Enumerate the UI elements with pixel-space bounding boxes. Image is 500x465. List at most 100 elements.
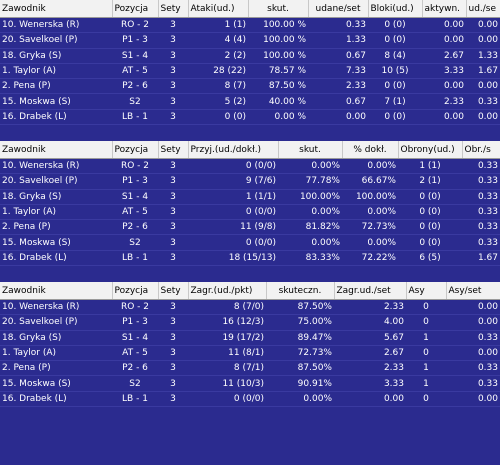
table-cell: 100.00% [342, 189, 398, 205]
table-cell: LB - 1 [112, 250, 158, 267]
table-cell: 0 (0/0) [188, 204, 278, 221]
player-name-cell: 10. Wenerska (R) [0, 17, 112, 34]
table-cell: 0 (0) [398, 234, 462, 251]
player-name-cell: 16. Drabek (L) [0, 109, 112, 126]
col-header[interactable]: Asy/set [446, 282, 500, 300]
table-row[interactable]: 18. Gryka (S) S1 - 4 3 19 (17/2) 89.47% 5.67 1… [0, 330, 500, 346]
table-cell: 2.33 [422, 93, 466, 110]
player-name-cell: 10. Wenerska (R) [0, 158, 112, 175]
table-cell: 0.00 [446, 314, 500, 331]
col-header[interactable]: Zawodnik [0, 282, 113, 300]
col-header[interactable]: ud./se [466, 0, 500, 18]
table-cell: 1 [406, 375, 446, 392]
col-header[interactable]: Sety [158, 282, 189, 300]
col-header[interactable]: Ataki(ud.) [188, 0, 249, 18]
table-cell: 0.33 [446, 375, 500, 392]
table-cell: 0.33 [462, 189, 500, 205]
player-name-cell: 1. Taylor (A) [0, 204, 112, 221]
table-row[interactable]: 1. Taylor (A) AT - 5 3 28 (22) 78.57 % 7.33 10… [0, 63, 500, 80]
table-cell: 0.00% [342, 234, 398, 251]
col-header[interactable]: Sety [158, 141, 189, 159]
table-cell: 19 (17/2) [188, 330, 266, 346]
table-row[interactable]: 16. Drabek (L) LB - 1 3 18 (15/13) 83.33% 72.… [0, 250, 500, 267]
table-cell: 0.00 [466, 78, 500, 95]
table-cell: 5 (2) [188, 93, 248, 110]
table-cell: 0 (0) [398, 219, 462, 236]
col-header[interactable]: aktywn. [422, 0, 467, 18]
col-header[interactable]: udane/set [308, 0, 369, 18]
col-header[interactable]: Pozycja [112, 141, 159, 159]
table-cell: 0.00 % [248, 109, 308, 126]
col-header[interactable]: Pozycja [112, 282, 159, 300]
player-name-cell: 15. Moskwa (S) [0, 375, 112, 392]
col-header[interactable]: Zagr.ud./set [334, 282, 407, 300]
table-cell: 3 [158, 375, 188, 392]
table-cell: 66.67% [342, 173, 398, 190]
table-cell: 3 [158, 330, 188, 346]
col-header[interactable]: Asy [406, 282, 447, 300]
player-name-cell: 10. Wenerska (R) [0, 299, 112, 316]
table-cell: 100.00 % [248, 17, 308, 34]
table-row[interactable]: 15. Moskwa (S) S2 3 11 (10/3) 90.91% 3.33 1 0.3… [0, 375, 500, 392]
table-row[interactable]: 2. Pena (P) P2 - 6 3 11 (9/8) 81.82% 72.73% 0 … [0, 219, 500, 236]
table-cell: 3 [158, 360, 188, 377]
col-header[interactable]: Zawodnik [0, 141, 113, 159]
col-header[interactable]: Bloki(ud.) [368, 0, 423, 18]
table-cell: 0.67 [308, 93, 368, 110]
table-cell: 2.67 [334, 345, 406, 362]
table-cell: 75.00% [266, 314, 334, 331]
table-cell: S2 [112, 234, 158, 251]
table-cell: 2 (2) [188, 48, 248, 64]
col-header[interactable]: Obr./s [462, 141, 500, 159]
col-header[interactable]: skut. [278, 141, 343, 159]
table-cell: 3 [158, 345, 188, 362]
table-cell: S2 [112, 375, 158, 392]
table-cell: 3.33 [422, 63, 466, 80]
table-row[interactable]: 15. Moskwa (S) S2 3 5 (2) 40.00 % 0.67 7 (1) 2.… [0, 93, 500, 110]
col-header[interactable]: skuteczn. [266, 282, 335, 300]
table-row[interactable]: 1. Taylor (A) AT - 5 3 11 (8/1) 72.73% 2.67 0 0… [0, 345, 500, 362]
table-cell: 3 [158, 299, 188, 316]
table-cell: 0.00 [446, 299, 500, 316]
col-header[interactable]: skut. [248, 0, 309, 18]
player-name-cell: 2. Pena (P) [0, 360, 112, 377]
col-header[interactable]: Pozycja [112, 0, 159, 18]
table-cell: 0.00 [446, 345, 500, 362]
table-cell: 0 (0/0) [188, 234, 278, 251]
player-name-cell: 18. Gryka (S) [0, 330, 112, 346]
table-cell: RO - 2 [112, 158, 158, 175]
table-cell: 1.67 [462, 250, 500, 267]
table-cell: 11 (9/8) [188, 219, 278, 236]
table-cell: 0.33 [466, 93, 500, 110]
table-cell: 100.00% [278, 189, 342, 205]
col-header[interactable]: Zawodnik [0, 0, 113, 18]
table-cell: RO - 2 [112, 299, 158, 316]
col-header[interactable]: Przyj.(ud./dokł.) [188, 141, 279, 159]
player-name-cell: 16. Drabek (L) [0, 250, 112, 267]
table-row[interactable]: 20. Savelkoel (P) P1 - 3 3 16 (12/3) 75.00% 4… [0, 314, 500, 331]
table-cell: LB - 1 [112, 391, 158, 408]
col-header[interactable]: Sety [158, 0, 189, 18]
table-cell: 1 [406, 330, 446, 346]
table-row[interactable]: 15. Moskwa (S) S2 3 0 (0/0) 0.00% 0.00% 0 (0) 0… [0, 234, 500, 251]
table-cell: 7.33 [308, 63, 368, 80]
table-cell: 2.67 [422, 48, 466, 64]
col-header[interactable]: Zagr.(ud./pkt) [188, 282, 267, 300]
col-header[interactable]: Obrony(ud.) [398, 141, 463, 159]
serve-table: Zawodnik Pozycja Sety Zagr.(ud./pkt) sku… [0, 282, 500, 408]
col-header[interactable]: % dokł. [342, 141, 399, 159]
table-cell: 3 [158, 189, 188, 205]
table-cell: 9 (7/6) [188, 173, 278, 190]
